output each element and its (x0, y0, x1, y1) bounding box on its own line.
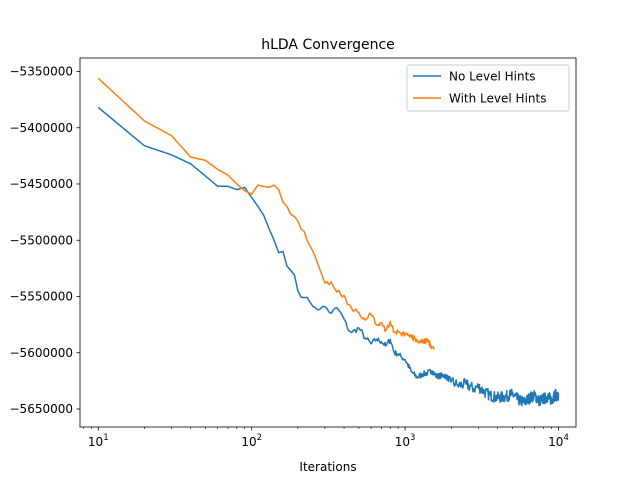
x-tick-label: 103 (395, 433, 416, 449)
axes-frame (79, 57, 577, 428)
series-line-1 (97, 77, 435, 350)
x-tick-label: 104 (548, 433, 569, 449)
y-tick-label: −5600000 (10, 346, 74, 360)
y-tick-label: −5400000 (10, 121, 74, 135)
axes: 101 102 103 104 −5350000 −5400000 −5450000 −550… (10, 57, 577, 449)
legend: No Level Hints With Level Hints (406, 64, 570, 112)
plot-area (97, 77, 560, 407)
y-tick-label: −5450000 (10, 177, 74, 191)
legend-label: With Level Hints (449, 92, 546, 106)
x-axis-label: Iterations (299, 460, 356, 474)
x-tick-label: 101 (88, 433, 109, 449)
series-line-0 (97, 106, 560, 407)
y-tick-label: −5550000 (10, 290, 74, 304)
chart-title: hLDA Convergence (261, 37, 395, 53)
legend-label: No Level Hints (449, 70, 536, 84)
legend-box (406, 64, 570, 112)
y-tick-label: −5350000 (10, 65, 74, 79)
x-tick-label: 102 (241, 433, 262, 449)
y-tick-label: −5650000 (10, 402, 74, 416)
y-tick-label: −5500000 (10, 233, 74, 247)
